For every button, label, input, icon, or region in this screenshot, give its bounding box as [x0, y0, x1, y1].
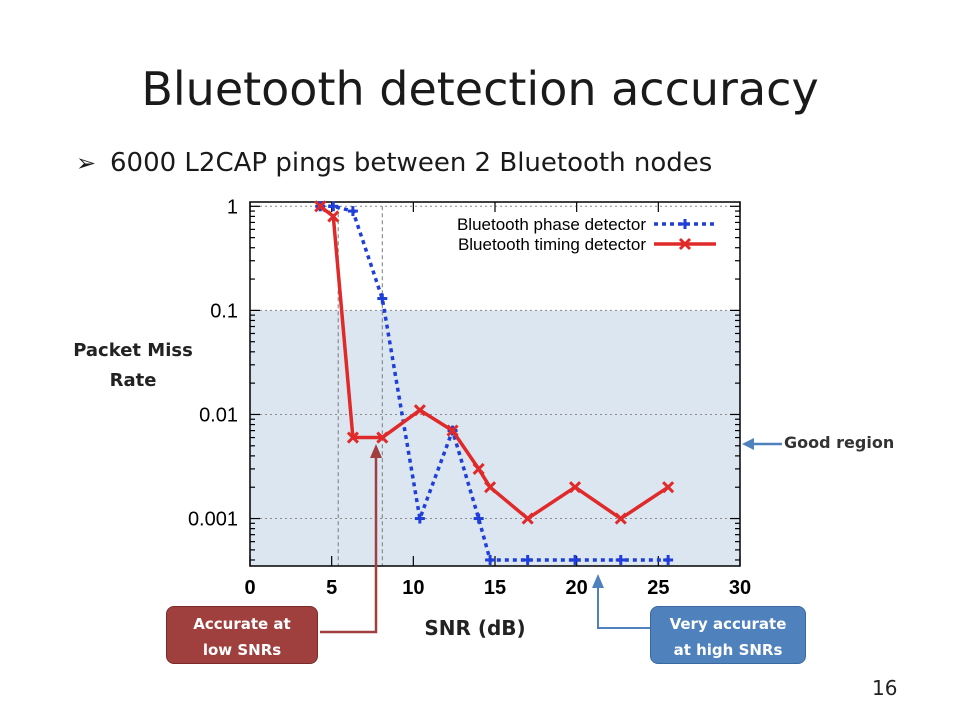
marker-x-b	[662, 481, 675, 494]
series-line-phase	[320, 204, 669, 562]
legend-marker-timing	[678, 237, 692, 251]
marker-x-b	[327, 210, 340, 223]
y-tick-label: 0.001	[188, 509, 238, 531]
data-point-timing	[484, 481, 497, 494]
callout-low-line1: Accurate at	[193, 615, 291, 633]
y-tick-label: 1	[227, 196, 238, 218]
y-tick-label: 0.01	[199, 404, 238, 426]
x-tick-label: 0	[244, 577, 255, 599]
data-point-phase	[328, 201, 339, 212]
bullet-arrow-icon: ➢	[76, 149, 97, 177]
data-point-phase	[485, 554, 496, 565]
y-axis-label-line2: Rate	[109, 370, 157, 391]
callout-low-line2: low SNRs	[202, 641, 282, 659]
data-point-timing	[472, 462, 485, 475]
data-point-timing	[346, 431, 359, 444]
high-snr-arrow-head	[592, 574, 604, 588]
slide-title: Bluetooth detection accuracy	[141, 62, 819, 116]
data-point-timing	[521, 512, 534, 525]
data-point-timing	[413, 404, 426, 417]
data-point-timing	[327, 210, 340, 223]
y-axis-label-line1: Packet Miss	[73, 340, 193, 361]
data-point-phase	[615, 554, 626, 565]
marker-x-b	[521, 512, 534, 525]
callout-high-line2: at high SNRs	[673, 641, 783, 659]
marker-x-b	[472, 462, 485, 475]
marker-x-b	[446, 424, 459, 437]
page-number: 16	[872, 676, 898, 700]
marker-x-b	[568, 481, 582, 494]
data-point-timing	[568, 481, 582, 494]
y-axis-label: Packet Miss Rate	[58, 336, 208, 396]
good-region-label: Good region	[784, 433, 895, 452]
low-snr-arrow-head	[370, 444, 382, 458]
data-point-phase	[522, 554, 533, 565]
x-tick-label: 20	[566, 577, 588, 599]
x-tick-label: 10	[402, 577, 424, 599]
marker-x-b	[314, 200, 327, 213]
y-tick-label: 0.1	[210, 300, 238, 322]
x-tick-label: 25	[647, 577, 669, 599]
high-snr-arrow-shaft	[597, 586, 650, 629]
x-tick-label: 5	[326, 577, 337, 599]
data-point-phase	[663, 554, 674, 565]
callout-low-snr: Accurate at low SNRs	[166, 606, 318, 664]
marker-x-b	[614, 512, 627, 525]
good-region-shading	[250, 310, 740, 566]
data-point-phase	[570, 554, 581, 565]
marker-x-b	[678, 237, 692, 251]
marker-x-b	[376, 431, 389, 444]
marker-x-b	[484, 481, 497, 494]
data-point-timing	[314, 200, 327, 213]
series-line-timing	[319, 204, 670, 521]
data-point-timing	[662, 481, 675, 494]
data-point-phase	[473, 513, 484, 524]
x-axis-label: SNR (dB)	[424, 616, 526, 640]
data-point-timing	[446, 424, 459, 437]
legend-label-timing: Bluetooth timing detector	[458, 235, 646, 254]
bullet-text: 6000 L2CAP pings between 2 Bluetooth nod…	[110, 148, 713, 178]
x-tick-label: 30	[729, 577, 751, 599]
marker-x-b	[413, 404, 426, 417]
low-snr-arrow-shaft	[320, 458, 378, 634]
data-point-phase	[377, 293, 388, 304]
callout-high-line1: Very accurate	[669, 615, 787, 633]
legend-marker-phase	[680, 219, 690, 229]
data-point-timing	[614, 512, 627, 525]
data-point-phase	[414, 513, 425, 524]
legend-label-phase: Bluetooth phase detector	[457, 215, 646, 234]
data-point-timing	[376, 431, 389, 444]
bullet-point: ➢ 6000 L2CAP pings between 2 Bluetooth no…	[76, 148, 712, 178]
callout-high-snr: Very accurate at high SNRs	[650, 606, 806, 664]
good-region-arrow-head	[742, 438, 754, 450]
data-point-phase	[347, 206, 358, 217]
x-tick-label: 15	[484, 577, 506, 599]
marker-x-b	[346, 431, 359, 444]
